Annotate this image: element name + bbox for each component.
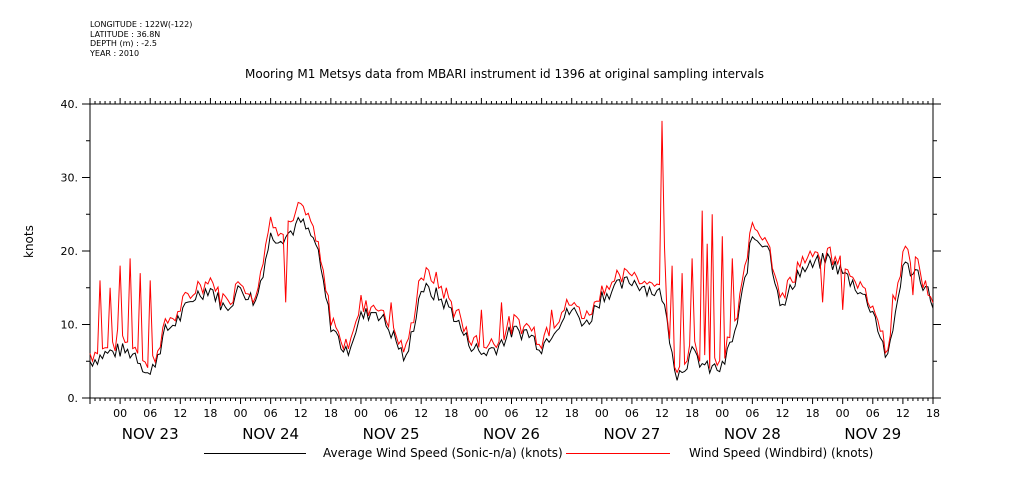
x-hour-label: 06 [866, 407, 880, 420]
x-hour-label: 00 [354, 407, 368, 420]
x-hour-label: 12 [655, 407, 669, 420]
meta-depth: DEPTH (m) : -2.5 [90, 39, 157, 48]
legend-label-sonic: Average Wind Speed (Sonic-n/a) (knots) [323, 446, 563, 460]
x-hour-label: 00 [595, 407, 609, 420]
x-hour-label: 00 [715, 407, 729, 420]
x-hour-label: 00 [836, 407, 850, 420]
x-hour-label: 18 [806, 407, 820, 420]
x-hour-label: 18 [444, 407, 458, 420]
x-hour-label: 06 [745, 407, 759, 420]
y-tick-label: 40. [61, 98, 79, 111]
meta-year: YEAR : 2010 [90, 48, 140, 58]
x-hour-label: 12 [896, 407, 910, 420]
x-hour-label: 18 [926, 407, 940, 420]
y-tick-label: 30. [61, 172, 79, 185]
chart-title: Mooring M1 Metsys data from MBARI instru… [245, 67, 764, 81]
x-hour-label: 18 [565, 407, 579, 420]
x-hour-label: 00 [113, 407, 127, 420]
x-hour-label: 06 [505, 407, 519, 420]
x-hour-label: 06 [143, 407, 157, 420]
meta-latitude: LATITUDE : 36.8N [90, 29, 161, 39]
x-hour-label: 12 [775, 407, 789, 420]
y-tick-label: 0. [68, 392, 79, 405]
metadata-block: LONGITUDE : 122W(-122) LATITUDE : 36.8N … [90, 20, 192, 58]
x-day-label: NOV 28 [724, 425, 781, 443]
x-day-label: NOV 26 [483, 425, 540, 443]
legend-label-windbird: Wind Speed (Windbird) (knots) [689, 446, 874, 460]
plot-frame [89, 103, 934, 399]
x-hour-label: 00 [474, 407, 488, 420]
y-tick-label: 20. [61, 245, 79, 258]
x-hour-label: 12 [414, 407, 428, 420]
x-hour-label: 06 [625, 407, 639, 420]
x-day-label: NOV 23 [122, 425, 179, 443]
x-day-label: NOV 27 [603, 425, 660, 443]
x-hour-label: 18 [685, 407, 699, 420]
x-day-label: NOV 25 [363, 425, 420, 443]
x-hour-label: 12 [173, 407, 187, 420]
x-hour-label: 06 [264, 407, 278, 420]
x-day-label: NOV 29 [844, 425, 901, 443]
series-line-windbird [89, 120, 934, 374]
x-hour-label: 12 [535, 407, 549, 420]
x-hour-label: 18 [203, 407, 217, 420]
x-hour-label: 18 [324, 407, 338, 420]
x-hour-label: 00 [234, 407, 248, 420]
meta-longitude: LONGITUDE : 122W(-122) [90, 20, 193, 29]
y-tick-label: 10. [61, 319, 79, 332]
x-hour-label: 06 [384, 407, 398, 420]
series-line-sonic [89, 216, 934, 381]
x-hour-label: 12 [294, 407, 308, 420]
legend-swatch-sonic [204, 453, 306, 454]
x-day-label: NOV 24 [242, 425, 299, 443]
legend-swatch-windbird [566, 453, 670, 454]
